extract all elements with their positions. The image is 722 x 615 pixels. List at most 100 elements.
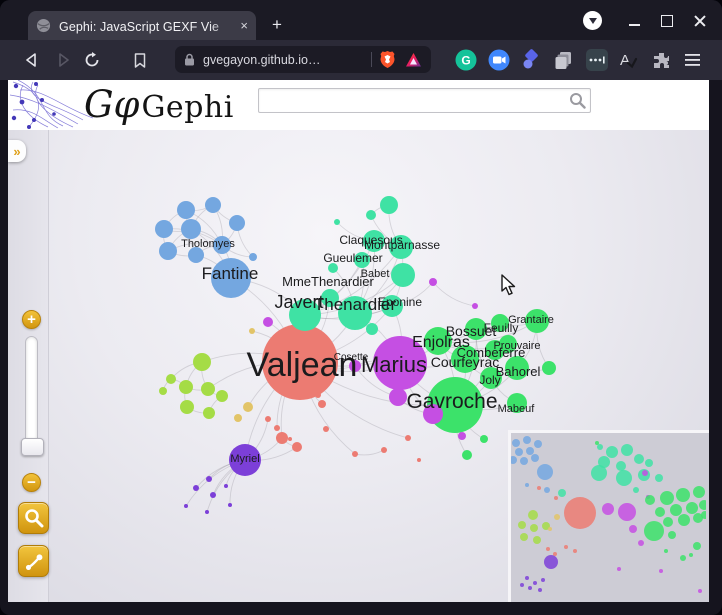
bookmark-icon[interactable]: [131, 40, 149, 80]
graph-node-valjean[interactable]: [262, 324, 338, 400]
video-camera-extension-icon[interactable]: [488, 40, 510, 80]
graph-node[interactable]: [181, 219, 201, 239]
shapes-extension-icon[interactable]: [520, 40, 542, 80]
graph-node[interactable]: [423, 404, 443, 424]
graph-node[interactable]: [205, 510, 209, 514]
tab-list-caret-icon[interactable]: [583, 11, 602, 30]
graph-node[interactable]: [234, 414, 242, 422]
graph-node[interactable]: [166, 374, 176, 384]
brave-shield-icon[interactable]: [379, 50, 396, 69]
back-icon[interactable]: [22, 40, 40, 80]
graph-node[interactable]: [159, 387, 167, 395]
zoom-in-button[interactable]: +: [22, 310, 41, 329]
graph-node[interactable]: [188, 247, 204, 263]
graph-node-gueulemer[interactable]: [354, 252, 370, 268]
site-search-input[interactable]: [258, 88, 591, 113]
graph-node-eponine[interactable]: [381, 295, 403, 317]
graph-node[interactable]: [180, 400, 194, 414]
graph-node[interactable]: [263, 317, 273, 327]
zoom-out-button[interactable]: −: [22, 473, 41, 492]
graph-node[interactable]: [417, 458, 421, 462]
copy-pages-extension-icon[interactable]: [553, 40, 575, 80]
graph-node-mmethenardier[interactable]: [328, 263, 338, 273]
graph-node-tholomyes[interactable]: [213, 236, 231, 254]
graph-node[interactable]: [184, 504, 188, 508]
minimap-overview[interactable]: [508, 430, 709, 602]
bat-triangle-icon[interactable]: [405, 52, 422, 68]
graph-node-prouvaire[interactable]: [499, 335, 517, 353]
gephi-logo[interactable]: Gφ Gephi: [84, 81, 234, 132]
graph-node-babet[interactable]: [391, 263, 415, 287]
graph-node-javert[interactable]: [289, 299, 321, 331]
graph-node[interactable]: [249, 253, 257, 261]
graph-node[interactable]: [366, 210, 376, 220]
tab-close-icon[interactable]: ×: [240, 18, 248, 33]
graph-node-feuilly[interactable]: [491, 314, 509, 332]
graph-node[interactable]: [292, 442, 302, 452]
graph-node[interactable]: [216, 390, 228, 402]
graph-node[interactable]: [203, 407, 215, 419]
graph-node[interactable]: [228, 503, 232, 507]
graph-node[interactable]: [179, 380, 193, 394]
graph-node-montparnasse[interactable]: [389, 235, 413, 259]
graph-node[interactable]: [193, 353, 211, 371]
graph-node[interactable]: [380, 196, 398, 214]
annotate-a-extension-icon[interactable]: A: [617, 40, 639, 80]
graph-node[interactable]: [274, 425, 280, 431]
graph-node[interactable]: [177, 201, 195, 219]
graph-node-fantine[interactable]: [211, 258, 251, 298]
forward-icon[interactable]: [54, 40, 72, 80]
grammarly-extension-icon[interactable]: G: [455, 40, 477, 80]
search-graph-button[interactable]: [18, 502, 49, 534]
graph-node[interactable]: [159, 242, 177, 260]
graph-node[interactable]: [201, 382, 215, 396]
graph-node-enjolras[interactable]: [424, 327, 452, 355]
extensions-puzzle-icon[interactable]: [650, 40, 672, 80]
graph-node-claquesous[interactable]: [363, 230, 385, 252]
graph-node[interactable]: [542, 361, 556, 375]
graph-node-marius[interactable]: [373, 336, 427, 390]
reload-icon[interactable]: [82, 40, 102, 80]
graph-node[interactable]: [288, 437, 292, 441]
graph-node[interactable]: [480, 435, 488, 443]
maximize-icon[interactable]: [661, 14, 673, 27]
graph-node[interactable]: [366, 323, 378, 335]
expand-panel-button[interactable]: »: [8, 140, 26, 162]
graph-node-bahorel[interactable]: [505, 356, 529, 380]
screenshot-ellipsis-extension-icon[interactable]: [586, 40, 608, 80]
graph-node[interactable]: [210, 492, 216, 498]
graph-node[interactable]: [429, 278, 437, 286]
graph-node-bossuet[interactable]: [465, 318, 487, 340]
graph-node-thenardier[interactable]: [338, 296, 372, 330]
graph-viewport[interactable]: Valjean Marius Gavroche Javert Thenardier Fan…: [8, 130, 709, 602]
graph-node[interactable]: [318, 400, 326, 408]
close-icon[interactable]: [694, 15, 706, 27]
graph-node[interactable]: [206, 476, 212, 482]
browser-tab[interactable]: Gephi: JavaScript GEXF Vie ×: [28, 11, 256, 40]
edge-type-button[interactable]: [18, 545, 49, 577]
graph-node[interactable]: [405, 435, 411, 441]
graph-node[interactable]: [229, 215, 245, 231]
graph-node-courfeyrac[interactable]: [451, 345, 479, 373]
graph-node-cosette[interactable]: [349, 360, 361, 372]
graph-node[interactable]: [243, 402, 253, 412]
graph-node[interactable]: [462, 450, 472, 460]
graph-node[interactable]: [321, 289, 339, 307]
address-bar[interactable]: gvegayon.github.io…: [175, 46, 431, 73]
graph-node[interactable]: [389, 388, 407, 406]
graph-node[interactable]: [458, 432, 466, 440]
graph-node-mabeuf[interactable]: [507, 393, 527, 413]
search-magnifier-icon[interactable]: [569, 92, 586, 109]
graph-node[interactable]: [323, 426, 329, 432]
graph-node-grantaire[interactable]: [525, 309, 549, 333]
graph-node-myriel[interactable]: [229, 444, 261, 476]
graph-node[interactable]: [334, 219, 340, 225]
graph-node[interactable]: [472, 303, 478, 309]
new-tab-button[interactable]: +: [272, 15, 282, 34]
graph-node[interactable]: [315, 392, 321, 398]
graph-node[interactable]: [205, 197, 221, 213]
graph-node[interactable]: [352, 451, 358, 457]
graph-node[interactable]: [381, 447, 387, 453]
graph-node[interactable]: [155, 220, 173, 238]
